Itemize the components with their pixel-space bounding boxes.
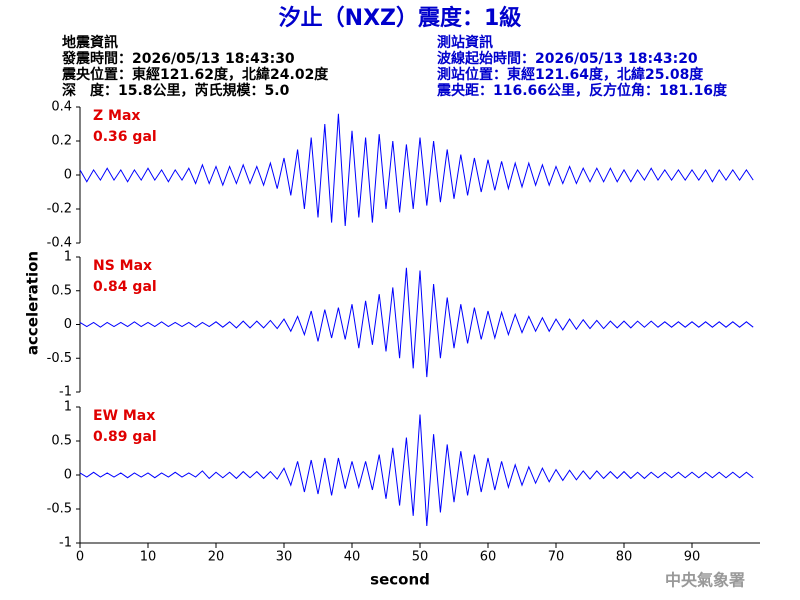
y-tick-label: -0.5	[47, 502, 72, 517]
y-tick-label: 0	[64, 168, 72, 183]
info-right: 測站資訊	[437, 34, 493, 51]
y-tick-label: 0.5	[51, 283, 72, 298]
waveform	[79, 113, 754, 227]
y-tick-label: 1	[64, 250, 72, 265]
y-tick-label: 0.5	[51, 434, 72, 449]
x-tick-label: 50	[412, 550, 429, 565]
info-right: 波線起始時間：2026/05/13 18:43:20	[437, 50, 698, 67]
y-tick-label: 0	[64, 468, 72, 483]
y-tick-label: 0.4	[51, 100, 72, 115]
info-left: 發震時間：2026/05/13 18:43:30	[61, 50, 295, 67]
y-tick-label: 0	[64, 317, 72, 332]
component-label: Z Max	[93, 108, 140, 124]
x-tick-label: 80	[616, 550, 633, 565]
x-tick-label: 30	[276, 550, 293, 565]
info-left: 地震資訊	[62, 34, 118, 51]
x-tick-label: 70	[548, 550, 565, 565]
x-tick-label: 10	[140, 550, 157, 565]
y-tick-label: -1	[59, 536, 72, 551]
x-tick-label: 60	[480, 550, 497, 565]
max-value: 0.84 gal	[93, 279, 157, 295]
component-label: NS Max	[93, 258, 152, 274]
info-right: 震央距：116.66公里，反方位角：181.16度	[436, 82, 728, 99]
x-axis-label: second	[370, 571, 430, 589]
waveform	[79, 414, 754, 527]
waveform	[79, 267, 754, 378]
y-tick-label: -0.2	[47, 202, 72, 217]
x-tick-label: 20	[208, 550, 225, 565]
info-left: 深 度：15.8公里，芮氏規模：5.0	[62, 82, 290, 99]
y-tick-label: -0.5	[47, 351, 72, 366]
component-label: EW Max	[93, 408, 155, 424]
y-tick-label: 0.2	[51, 134, 72, 149]
max-value: 0.36 gal	[93, 129, 157, 145]
x-tick-label: 0	[76, 550, 84, 565]
x-tick-label: 90	[684, 550, 701, 565]
title: 汐止（NXZ）震度：1級	[279, 5, 522, 31]
info-right: 測站位置：東經121.64度，北緯25.08度	[437, 66, 704, 83]
y-tick-label: -1	[59, 385, 72, 400]
y-axis-label: acceleration	[24, 251, 42, 355]
y-tick-label: 1	[64, 400, 72, 415]
x-tick-label: 40	[344, 550, 361, 565]
y-tick-label: -0.4	[47, 236, 72, 251]
info-left: 震央位置：東經121.62度，北緯24.02度	[61, 66, 329, 83]
watermark: 中央氣象署	[665, 571, 745, 590]
max-value: 0.89 gal	[93, 429, 157, 445]
